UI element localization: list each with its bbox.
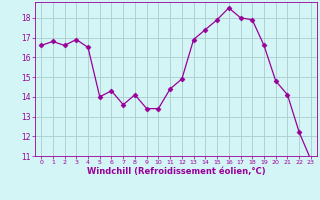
X-axis label: Windchill (Refroidissement éolien,°C): Windchill (Refroidissement éolien,°C) <box>87 167 265 176</box>
